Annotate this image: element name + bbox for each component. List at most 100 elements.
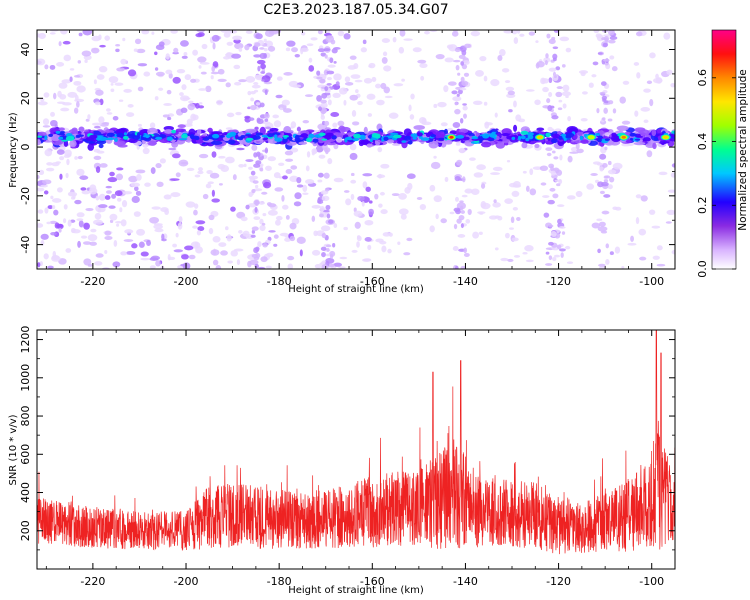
spectrogram-noise-speck	[102, 121, 110, 125]
spectrogram-band-core	[383, 136, 389, 141]
spectrogram-band-core	[425, 132, 431, 138]
spectrogram-streak-speck	[553, 156, 559, 160]
spectrogram-noise-speck	[37, 58, 46, 66]
spectrogram-noise-speck	[352, 121, 360, 126]
spectrogram-streak-speck	[603, 107, 608, 114]
spectrogram-noise-speck	[368, 64, 372, 68]
spectrogram-noise-speck	[107, 176, 118, 183]
spectrogram-band-blob	[298, 141, 308, 145]
spectrogram-noise-speck	[78, 32, 83, 37]
spectrogram-noise-speck	[133, 48, 138, 52]
spectrogram-noise-speck	[114, 82, 124, 86]
spectrogram-noise-speck	[316, 95, 322, 102]
spectrogram-band-blob	[163, 129, 173, 134]
spectrogram-noise-speck	[435, 53, 445, 60]
spectrogram-noise-speck	[591, 74, 597, 78]
spectrogram-noise-speck	[612, 206, 618, 210]
spectrogram-noise-speck	[227, 260, 233, 264]
spectrogram-band-blob	[551, 138, 558, 144]
spectrogram-noise-speck	[308, 57, 313, 63]
spec-y-tick-label: 40	[19, 43, 32, 57]
spectrogram-band-blob	[283, 129, 294, 134]
spectrogram-streak-speck	[324, 54, 328, 59]
spectrogram-noise-speck	[232, 174, 237, 181]
spectrogram-streak-speck	[316, 76, 323, 80]
spectrogram-noise-speck	[408, 104, 412, 112]
spectrogram-band-core	[89, 134, 98, 139]
snr-x-axis-label: Height of straight line (km)	[288, 585, 424, 596]
spectrogram-noise-speck	[186, 167, 195, 171]
spectrogram-noise-speck	[109, 213, 118, 221]
spectrogram-streak-speck	[600, 81, 607, 86]
spectrogram-streak-speck	[322, 209, 330, 213]
spectrogram-noise-speck	[134, 186, 139, 192]
spectrogram-noise-speck	[115, 173, 124, 181]
spectrogram-noise-speck	[424, 30, 430, 35]
spectrogram-noise-speck	[355, 89, 359, 94]
spectrogram-noise-speck	[480, 202, 491, 210]
spectrogram-streak-speck	[257, 266, 266, 269]
spectrogram-noise-speck	[630, 235, 634, 242]
spectrogram-noise-speck	[666, 209, 675, 215]
spectrogram-streak-speck	[602, 42, 608, 48]
spectrogram-noise-speck	[299, 249, 303, 257]
spectrogram-noise-speck	[50, 119, 58, 127]
spectrogram-noise-speck	[375, 238, 384, 243]
spectrogram-noise-speck	[343, 33, 351, 40]
spectrogram-noise-speck	[56, 62, 65, 67]
spectrogram-noise-speck	[197, 170, 204, 175]
spectrogram-band-blob	[638, 129, 650, 136]
spectrogram-noise-speck	[115, 48, 120, 53]
spectrogram-streak-speck	[601, 163, 608, 168]
spectrogram-noise-speck	[238, 230, 243, 234]
spectrogram-streak-speck	[320, 246, 327, 251]
spectrogram-streak-speck	[545, 147, 553, 152]
snr-y-tick-label: 600	[19, 444, 32, 465]
spectrogram-noise-speck	[94, 261, 103, 266]
spectrogram-noise-speck	[238, 47, 243, 52]
spectrogram-noise-speck	[112, 261, 121, 268]
spectrogram-noise-speck	[656, 245, 663, 251]
spectrogram-noise-speck	[98, 193, 106, 201]
spectrogram-streak-speck	[544, 59, 548, 66]
spectrogram-noise-speck	[444, 57, 454, 63]
colorbar-ticks: 0.0 0.2 0.4 0.6	[696, 69, 736, 278]
spectrogram-band-core	[456, 134, 465, 139]
spectrogram-streak-speck	[603, 175, 609, 179]
spectrogram-band-core	[145, 136, 149, 139]
spectrogram-noise-speck	[247, 106, 251, 110]
spectrogram-noise-speck	[218, 183, 223, 186]
spectrogram-noise-speck	[333, 73, 342, 81]
spectrogram-noise-speck	[119, 207, 123, 213]
spectrogram-noise-speck	[429, 30, 438, 33]
spectrogram-band-core	[252, 135, 261, 140]
spectrogram-noise-speck	[137, 123, 142, 127]
spectrogram-noise-speck	[619, 96, 626, 104]
spectrogram-noise-speck	[363, 258, 372, 262]
spectrogram-noise-speck	[49, 220, 58, 225]
spectrogram-streak-speck	[317, 48, 326, 53]
spectrogram-noise-speck	[407, 182, 413, 191]
spectrogram-noise-speck	[123, 239, 134, 242]
spectrogram-noise-speck	[501, 68, 510, 73]
spectrogram-noise-speck	[38, 32, 46, 40]
snr-y-tick-label: 800	[19, 406, 32, 427]
spectrogram-noise-speck	[116, 197, 122, 202]
spectrogram-noise-speck	[403, 38, 413, 41]
spectrogram-noise-speck	[281, 99, 290, 106]
spectrogram-streak-speck	[253, 163, 261, 168]
spectrogram-noise-speck	[51, 205, 56, 210]
spectrogram-band-blob	[98, 143, 104, 149]
figure-title: C2E3.2023.187.05.34.G07	[263, 2, 448, 18]
spectrogram-noise-speck	[130, 182, 141, 187]
spectrogram-noise-speck	[320, 225, 331, 232]
spectrogram-noise-speck	[206, 170, 213, 175]
spectrogram-noise-speck	[412, 47, 422, 53]
spec-x-tick-label: -120	[546, 275, 571, 288]
spectrogram-noise-speck	[289, 222, 297, 230]
spectrogram-noise-speck	[253, 188, 263, 192]
spectrogram-band-core	[430, 134, 437, 138]
spectrogram-noise-speck	[360, 47, 368, 53]
spectrogram-noise-speck	[283, 72, 293, 76]
